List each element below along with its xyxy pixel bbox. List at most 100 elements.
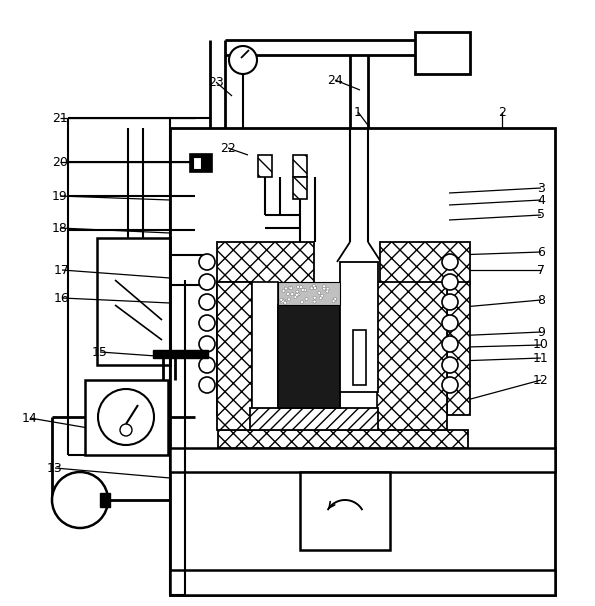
Circle shape [318, 291, 321, 295]
Circle shape [305, 298, 308, 301]
Circle shape [332, 299, 335, 302]
Circle shape [287, 298, 290, 301]
Circle shape [199, 254, 215, 270]
Text: 4: 4 [537, 193, 545, 207]
Bar [170, 448, 555, 472]
Bar [217, 282, 252, 415]
Text: 6: 6 [537, 245, 545, 259]
Text: 10: 10 [533, 339, 549, 351]
Circle shape [313, 284, 316, 287]
Bar [340, 282, 377, 415]
Text: 1: 1 [354, 105, 362, 119]
Circle shape [291, 293, 294, 296]
Circle shape [322, 287, 325, 290]
Text: 8: 8 [537, 293, 545, 307]
Circle shape [199, 315, 215, 331]
Bar [415, 32, 470, 74]
Circle shape [301, 288, 304, 291]
Circle shape [290, 287, 293, 290]
Circle shape [299, 285, 303, 288]
Text: 3: 3 [537, 182, 545, 195]
Circle shape [322, 285, 325, 288]
Bar [97, 238, 170, 365]
Bar [293, 155, 307, 177]
Circle shape [199, 274, 215, 290]
Text: 22: 22 [220, 141, 236, 155]
Circle shape [288, 286, 291, 289]
Bar [170, 128, 555, 595]
Circle shape [314, 287, 317, 290]
Circle shape [296, 290, 299, 293]
Circle shape [326, 290, 329, 293]
Circle shape [314, 286, 317, 289]
Circle shape [313, 300, 316, 303]
Circle shape [334, 298, 337, 301]
Circle shape [283, 299, 286, 302]
Text: 5: 5 [537, 208, 545, 222]
Circle shape [319, 296, 322, 299]
Bar [447, 282, 470, 415]
Bar [293, 177, 307, 199]
Bar [300, 472, 390, 550]
Bar [218, 430, 468, 448]
Bar [217, 282, 252, 430]
Circle shape [199, 336, 215, 352]
Circle shape [294, 296, 297, 298]
Circle shape [296, 285, 299, 288]
Circle shape [286, 293, 289, 295]
Circle shape [296, 293, 299, 296]
Circle shape [310, 287, 313, 290]
Circle shape [300, 301, 303, 304]
Bar [250, 408, 378, 430]
Text: 23: 23 [208, 76, 224, 88]
Circle shape [297, 293, 300, 296]
Bar [380, 242, 470, 284]
Text: 24: 24 [327, 73, 343, 87]
Bar [193, 157, 201, 169]
Circle shape [442, 315, 458, 331]
Circle shape [442, 357, 458, 373]
Circle shape [295, 293, 298, 296]
Circle shape [280, 298, 283, 301]
Circle shape [281, 301, 284, 304]
Circle shape [334, 298, 337, 301]
Text: 12: 12 [533, 373, 549, 387]
Text: 9: 9 [537, 325, 545, 339]
Bar [340, 262, 378, 392]
Text: 21: 21 [52, 112, 68, 124]
Circle shape [52, 472, 108, 528]
Text: 15: 15 [92, 345, 108, 359]
Circle shape [120, 424, 132, 436]
Bar [190, 154, 212, 172]
Circle shape [229, 46, 257, 74]
Bar [278, 305, 340, 408]
Text: 16: 16 [54, 291, 70, 304]
Bar [258, 155, 272, 177]
Text: 7: 7 [537, 264, 545, 276]
Circle shape [283, 301, 286, 304]
Circle shape [442, 254, 458, 270]
Bar [353, 330, 366, 385]
Text: 11: 11 [533, 351, 549, 364]
Bar [252, 282, 278, 415]
Circle shape [442, 377, 458, 393]
Circle shape [442, 336, 458, 352]
Circle shape [281, 300, 284, 303]
Text: 2: 2 [498, 105, 506, 119]
Circle shape [326, 287, 329, 290]
Text: 20: 20 [52, 156, 68, 168]
Circle shape [303, 288, 306, 291]
Text: 18: 18 [52, 222, 68, 235]
Circle shape [199, 377, 215, 393]
Bar [153, 350, 208, 358]
Bar [217, 242, 314, 284]
Circle shape [442, 274, 458, 290]
Text: 14: 14 [22, 411, 37, 424]
Bar [170, 570, 555, 595]
Circle shape [282, 289, 285, 292]
Bar [85, 380, 168, 455]
Bar [278, 282, 340, 305]
Bar [100, 493, 110, 507]
Circle shape [284, 287, 287, 290]
Text: 19: 19 [52, 190, 68, 202]
